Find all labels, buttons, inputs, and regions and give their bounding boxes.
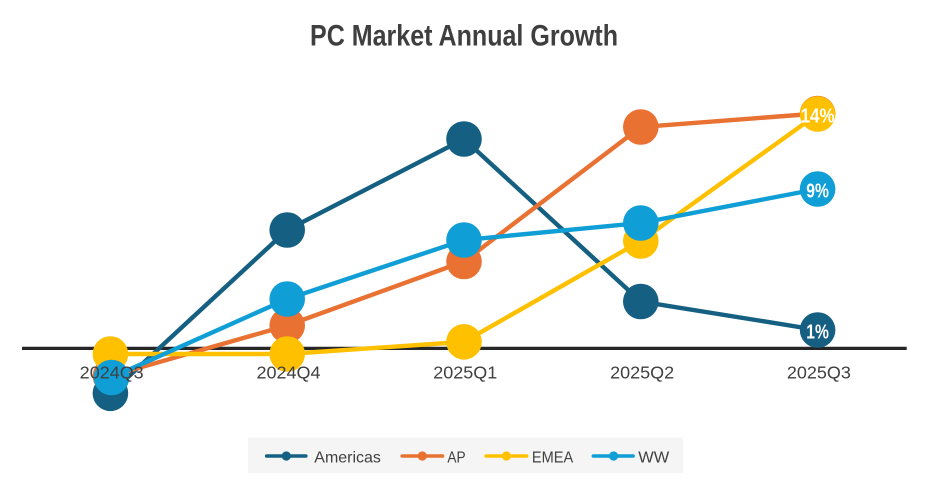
svg-text:2025Q3: 2025Q3: [787, 362, 851, 382]
svg-text:PC Market Annual Growth: PC Market Annual Growth: [310, 19, 618, 52]
svg-text:2024Q4: 2024Q4: [257, 362, 321, 382]
svg-text:1%: 1%: [806, 322, 829, 344]
svg-text:9%: 9%: [806, 180, 829, 202]
svg-text:2024Q3: 2024Q3: [80, 362, 144, 382]
svg-text:2025Q1: 2025Q1: [433, 362, 497, 382]
svg-text:AP: AP: [447, 449, 465, 466]
svg-text:Americas: Americas: [314, 449, 381, 466]
svg-text:14%: 14%: [801, 106, 835, 128]
svg-text:EMEA: EMEA: [532, 449, 574, 466]
svg-text:2025Q2: 2025Q2: [610, 362, 674, 382]
svg-text:WW: WW: [638, 449, 670, 466]
